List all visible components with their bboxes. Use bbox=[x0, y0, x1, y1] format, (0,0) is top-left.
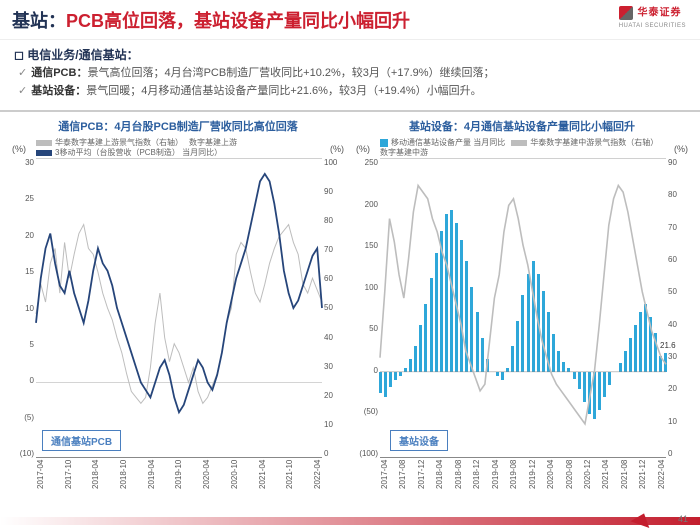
footer-arrow-icon bbox=[631, 510, 654, 528]
logo-mark-icon bbox=[619, 6, 633, 20]
chart-right-unit-r: (%) bbox=[674, 144, 688, 154]
bullet-1-text: 景气回暖；4月移动通信基站设备产量同比+21.6%，较3月（+19.4%）小幅回… bbox=[86, 85, 481, 97]
bullets-section: 电信业务/通信基站： bbox=[27, 48, 138, 62]
bullets-block: ◻ 电信业务/通信基站： ✓通信PCB：景气高位回落；4月台湾PCB制造厂营收同… bbox=[0, 40, 700, 112]
chart-left-plot: 通信基站PCB bbox=[36, 158, 322, 458]
bullet-1-lead: 基站设备： bbox=[31, 85, 86, 97]
footer: 41 bbox=[0, 509, 700, 525]
chart-right-yticks-l: 250200150100500(50)(100) bbox=[356, 158, 378, 458]
chart-right-legend: 移动通信基站设备产量 当月同比华泰数字基建中游景气指数（右轴）数字基建中游 bbox=[380, 138, 666, 158]
chart-left-yticks-r: 1009080706050403020100 bbox=[324, 158, 344, 458]
brand-logo: 华泰证券 HUATAI SECURITIES bbox=[619, 6, 686, 30]
chart-right-tag: 基站设备 bbox=[390, 430, 448, 451]
title-prefix: 基站： bbox=[12, 7, 66, 33]
chart-right-value-label: 21.6 bbox=[660, 341, 676, 350]
chart-right-unit-l: (%) bbox=[356, 144, 370, 154]
page-number: 41 bbox=[678, 514, 688, 524]
chart-right-area: 移动通信基站设备产量 当月同比华泰数字基建中游景气指数（右轴）数字基建中游 (%… bbox=[354, 138, 690, 508]
title-bar: 基站： PCB高位回落，基站设备产量同比小幅回升 bbox=[0, 0, 700, 40]
chart-left-yticks-l: 302520151050(5)(10) bbox=[12, 158, 34, 458]
chart-left: 通信PCB：4月台股PCB制造厂营收同比高位回落 华泰数字基建上游景气指数（右轴… bbox=[10, 116, 346, 508]
chart-left-title: 通信PCB：4月台股PCB制造厂营收同比高位回落 bbox=[10, 118, 346, 134]
chart-left-unit-r: (%) bbox=[330, 144, 344, 154]
chart-right-yticks-r: 9080706050403020100 bbox=[668, 158, 688, 458]
chart-left-unit-l: (%) bbox=[12, 144, 26, 154]
title-main: PCB高位回落，基站设备产量同比小幅回升 bbox=[66, 7, 410, 33]
chart-left-xticks: 2017-042017-102018-042018-102019-042019-… bbox=[36, 460, 322, 508]
bullet-0-lead: 通信PCB： bbox=[31, 67, 87, 79]
logo-en: HUATAI SECURITIES bbox=[619, 23, 686, 29]
chart-left-tag: 通信基站PCB bbox=[42, 430, 121, 451]
bullet-0-text: 景气高位回落；4月台湾PCB制造厂营收同比+10.2%，较3月（+17.9%）继… bbox=[87, 67, 494, 79]
charts-row: 通信PCB：4月台股PCB制造厂营收同比高位回落 华泰数字基建上游景气指数（右轴… bbox=[0, 112, 700, 508]
footer-gradient bbox=[0, 517, 700, 525]
chart-right-title: 基站设备：4月通信基站设备产量同比小幅回升 bbox=[354, 118, 690, 134]
chart-right-xticks: 2017-042017-082017-122018-042018-082018-… bbox=[380, 460, 666, 508]
chart-right-plot: 基站设备 21.6 bbox=[380, 158, 666, 458]
chart-left-area: 华泰数字基建上游景气指数（右轴）数字基建上游3移动平均（台股营收（PCB制造） … bbox=[10, 138, 346, 508]
chart-left-legend: 华泰数字基建上游景气指数（右轴）数字基建上游3移动平均（台股营收（PCB制造） … bbox=[36, 138, 322, 158]
logo-zh: 华泰证券 bbox=[637, 8, 681, 19]
chart-right: 基站设备：4月通信基站设备产量同比小幅回升 移动通信基站设备产量 当月同比华泰数… bbox=[354, 116, 690, 508]
